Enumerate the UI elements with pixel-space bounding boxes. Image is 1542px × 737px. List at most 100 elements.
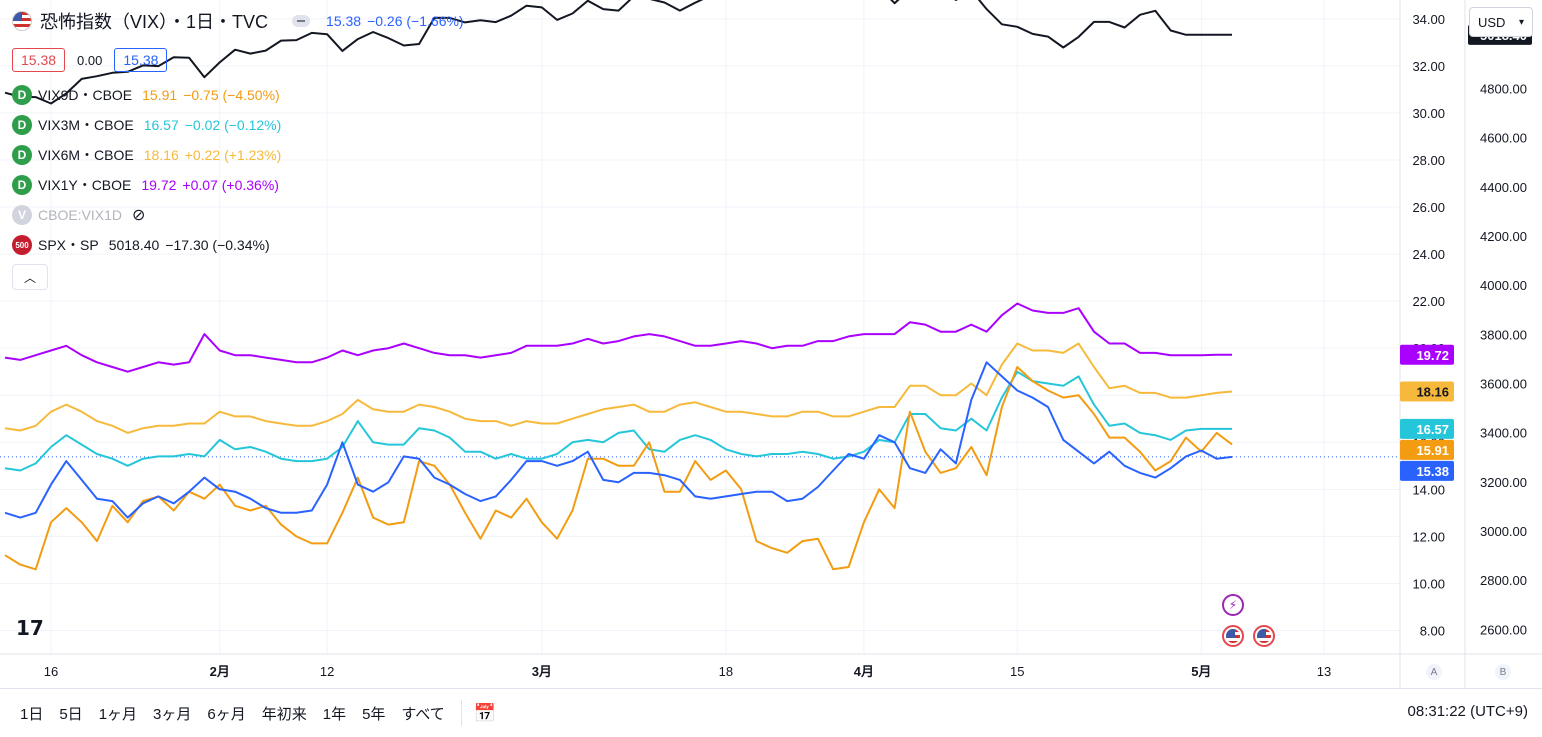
legend-row[interactable]: D VIX6M・CBOE 18.16 +0.22 (+1.23%) <box>12 144 281 166</box>
toolbar-divider <box>460 700 462 726</box>
legend-change: −17.30 (−0.34%) <box>165 237 270 253</box>
legend-symbol: CBOE:VIX1D <box>38 207 123 223</box>
last-value-tag <box>1400 418 1454 439</box>
cboe-d-icon: D <box>12 115 32 135</box>
series-line-vix3m[interactable] <box>4 370 1232 472</box>
us-economic-event-icon[interactable] <box>1222 625 1244 647</box>
legend-value: 15.91 <box>142 87 178 103</box>
cboe-d-icon: D <box>12 85 32 105</box>
currency-select[interactable]: USD ▾ <box>1469 7 1533 37</box>
range-button[interactable]: 3ヶ月 <box>153 705 192 723</box>
x-tick-label: 2月 <box>210 664 230 679</box>
collapse-legend-button[interactable]: ︿ <box>12 264 48 290</box>
series-line-spx[interactable] <box>4 0 1232 105</box>
legend-symbol: VIX1Y・CBOE <box>38 177 132 193</box>
legend-row[interactable]: D VIX9D・CBOE 15.91 −0.75 (−4.50%) <box>12 84 280 106</box>
series-line-vix[interactable] <box>4 361 1233 519</box>
legend-value: 18.16 <box>143 147 179 163</box>
x-tick-label: 13 <box>1317 664 1331 679</box>
series-line-vix9d[interactable] <box>4 366 1233 571</box>
y-tick-label: 3400.00 <box>1480 426 1527 441</box>
legend-row[interactable]: 500 SPX・SP 5018.40 −17.30 (−0.34%) <box>12 234 270 256</box>
clock[interactable]: 08:31:22 (UTC+9) <box>1407 703 1528 720</box>
cboe-d-icon: D <box>12 145 32 165</box>
legend-value: 5018.40 <box>108 237 160 253</box>
y-tick-label: 22.00 <box>1412 294 1445 309</box>
last-value-label: 15.91 <box>1416 443 1449 458</box>
legend-row[interactable]: D VIX1Y・CBOE 19.72 +0.07 (+0.36%) <box>12 174 279 196</box>
legend-row[interactable]: D VIX3M・CBOE 16.57 −0.02 (−0.12%) <box>12 114 281 136</box>
x-tick-label: 5月 <box>1191 664 1211 679</box>
main-series-row[interactable]: 恐怖指数（VIX）・1日・TVC 15.38 −0.26 (−1.66%) <box>12 10 464 32</box>
hidden-eye-icon[interactable]: ⊘ <box>132 207 146 224</box>
legend-row[interactable]: V CBOE:VIX1D ⊘ <box>12 204 145 226</box>
us-economic-event-icon[interactable] <box>1253 625 1275 647</box>
y-tick-label: 14.00 <box>1412 482 1445 497</box>
last-value-tag <box>1400 344 1454 365</box>
bottom-toolbar: 1日 5日 1ヶ月 3ヶ月 6ヶ月 年初来 1年 5年 すべて 📅 08:31:22 (UTC+… <box>0 688 1542 737</box>
y-tick-label: 3800.00 <box>1480 327 1527 342</box>
y-tick-label: 4800.00 <box>1480 82 1527 97</box>
y-tick-label: 2800.00 <box>1480 573 1527 588</box>
series-line-vix6m[interactable] <box>4 342 1233 434</box>
y-tick-label: 4200.00 <box>1480 229 1527 244</box>
more-options-icon[interactable] <box>292 15 311 27</box>
scale-b-button[interactable]: B <box>1495 664 1511 680</box>
range-button[interactable]: 5日 <box>59 705 83 723</box>
x-tick-label: 15 <box>1010 664 1024 679</box>
y-tick-label: 3200.00 <box>1480 475 1527 490</box>
y-tick-label: 4000.00 <box>1480 278 1527 293</box>
last-value-label: 19.72 <box>1416 348 1449 363</box>
range-button[interactable]: 1日 <box>20 705 44 723</box>
y-tick-label: 32.00 <box>1412 59 1445 74</box>
last-value-tag <box>1400 381 1454 402</box>
x-tick-label: 18 <box>719 664 733 679</box>
legend-change: +0.07 (+0.36%) <box>182 177 279 193</box>
last-value-tag <box>1400 439 1454 460</box>
y-tick-label: 10.00 <box>1412 576 1445 591</box>
legend-change: −0.75 (−4.50%) <box>183 87 280 103</box>
calendar-goto-icon[interactable]: 📅 <box>473 702 497 723</box>
range-button[interactable]: 6ヶ月 <box>207 705 246 723</box>
x-tick-label: 12 <box>320 664 334 679</box>
cboe-v-icon: V <box>12 205 32 225</box>
y-tick-label: 34.00 <box>1412 12 1445 27</box>
x-tick-label: 16 <box>44 664 58 679</box>
chevron-up-icon: ︿ <box>23 270 36 285</box>
range-button[interactable]: 1年 <box>322 705 347 723</box>
range-button[interactable]: 1ヶ月 <box>98 705 138 723</box>
bid-box[interactable]: 15.38 <box>12 48 66 72</box>
ask-box[interactable]: 15.38 <box>114 48 168 72</box>
main-price: 15.38 <box>326 13 362 29</box>
range-button[interactable]: 5年 <box>362 705 386 723</box>
sp500-icon: 500 <box>12 235 32 255</box>
lightning-event-icon[interactable]: ⚡ <box>1222 594 1244 616</box>
series-line-vix1y[interactable] <box>4 302 1232 373</box>
legend-symbol: VIX9D・CBOE <box>38 87 133 103</box>
y-tick-label: 8.00 <box>1420 623 1445 638</box>
last-value-label: 16.57 <box>1416 422 1449 437</box>
legend-value: 16.57 <box>143 117 179 133</box>
chart-canvas[interactable]: 8.0010.0012.0014.0016.0018.0020.0022.002… <box>0 0 1542 688</box>
last-value-label: 18.16 <box>1416 384 1449 399</box>
spread-value: 0.00 <box>77 52 103 68</box>
range-button[interactable]: 年初来 <box>261 705 307 723</box>
last-value-label: 15.38 <box>1416 464 1449 479</box>
legend-symbol: VIX6M・CBOE <box>38 147 134 163</box>
tradingview-logo: 17 <box>16 616 44 640</box>
y-tick-label: 3600.00 <box>1480 377 1527 392</box>
x-tick-label: 3月 <box>532 664 552 679</box>
y-tick-label: 30.00 <box>1412 106 1445 121</box>
y-tick-label: 2600.00 <box>1480 622 1527 637</box>
legend-change: −0.02 (−0.12%) <box>184 117 282 133</box>
cboe-d-icon: D <box>12 175 32 195</box>
y-tick-label: 4600.00 <box>1480 131 1527 146</box>
range-button[interactable]: すべて <box>401 705 445 723</box>
symbol-title[interactable]: 恐怖指数（VIX）・1日・TVC <box>40 12 269 32</box>
y-tick-label: 3000.00 <box>1480 524 1527 539</box>
last-value-tag <box>1400 460 1454 481</box>
y-tick-label: 12.00 <box>1412 529 1445 544</box>
legend-change: +0.22 (+1.23%) <box>184 147 282 163</box>
y-tick-label: 26.00 <box>1412 200 1445 215</box>
scale-a-button[interactable]: A <box>1426 664 1442 680</box>
